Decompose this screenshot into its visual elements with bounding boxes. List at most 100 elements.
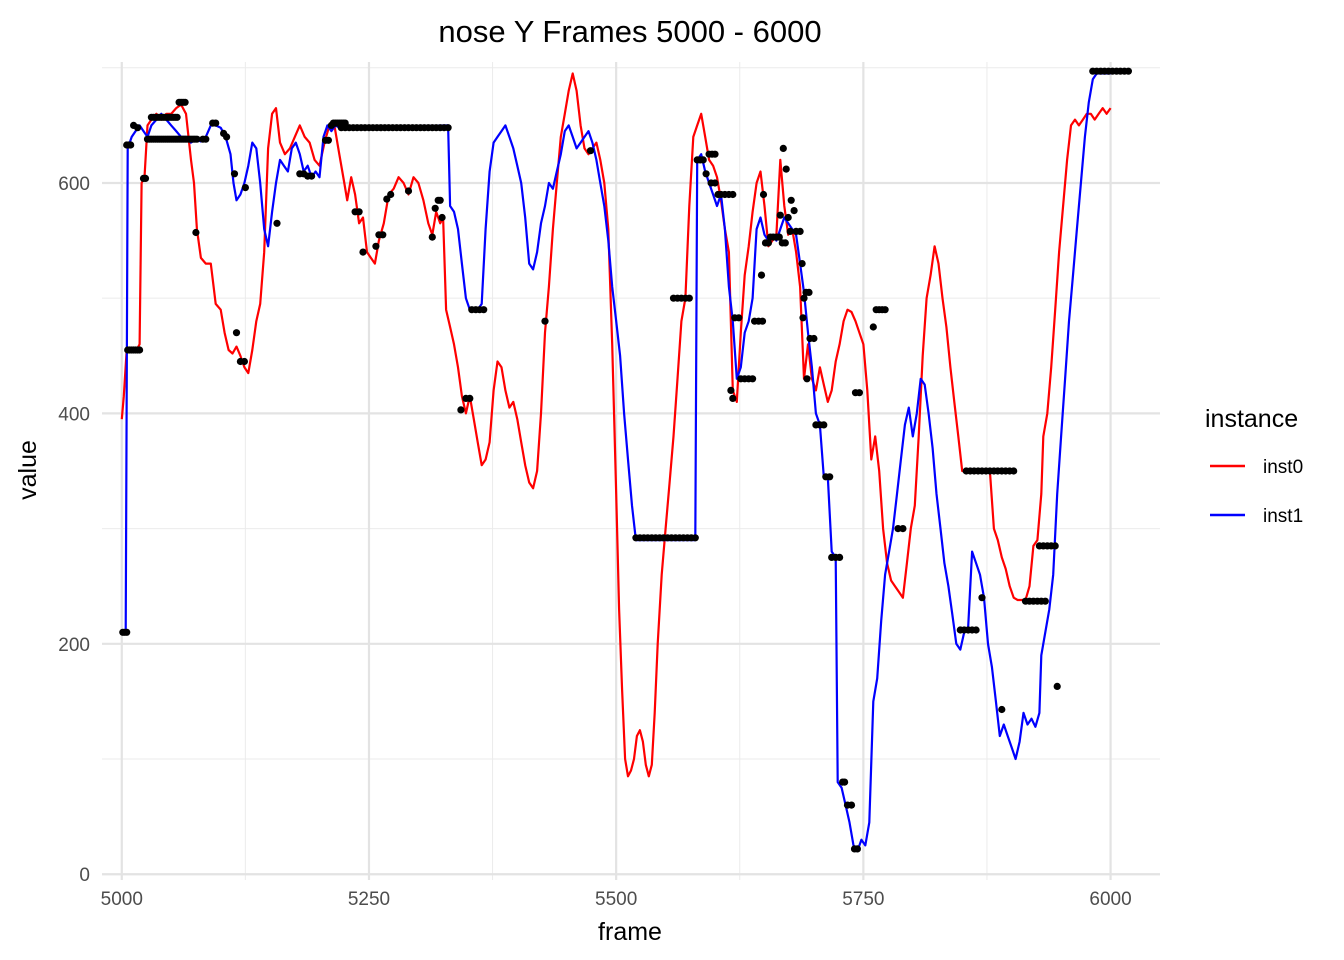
marker-point: [836, 553, 844, 562]
legend: instance inst0 inst1: [1205, 405, 1303, 527]
y-tick-label: 600: [58, 174, 90, 195]
marker-point: [759, 190, 768, 199]
marker-point: [586, 147, 595, 155]
marker-point: [232, 329, 241, 337]
marker-point: [758, 317, 767, 325]
x-tick-label: 5500: [595, 889, 637, 910]
marker-point: [764, 239, 773, 247]
marker-point: [779, 144, 787, 152]
marker-point: [798, 260, 806, 268]
marker-point: [372, 242, 380, 250]
marker-point: [223, 133, 231, 141]
marker-point: [240, 357, 248, 366]
marker-point: [428, 233, 436, 241]
marker-point: [853, 845, 862, 853]
marker-point: [127, 141, 135, 149]
marker-point: [1010, 467, 1018, 475]
marker-points: [119, 67, 1132, 853]
y-tick-label: 400: [58, 404, 90, 425]
marker-point: [735, 314, 743, 322]
marker-point: [781, 239, 789, 247]
marker-point: [727, 386, 735, 394]
marker-point: [141, 174, 150, 182]
marker-point: [790, 207, 798, 215]
marker-point: [800, 294, 808, 302]
marker-point: [438, 213, 446, 222]
marker-point: [134, 124, 142, 132]
marker-point: [173, 113, 181, 121]
marker-point: [749, 375, 757, 383]
marker-point: [241, 184, 249, 192]
marker-point: [776, 211, 784, 219]
marker-point: [123, 628, 131, 636]
marker-point: [379, 231, 387, 239]
x-tick-label: 6000: [1089, 889, 1131, 910]
marker-point: [324, 136, 332, 144]
marker-point: [775, 233, 783, 241]
x-axis-ticks: 5000 5250 5500 5750 6000: [101, 889, 1132, 910]
marker-point: [436, 196, 444, 204]
marker-point: [786, 227, 794, 235]
legend-label-inst1: inst1: [1263, 506, 1303, 527]
marker-point: [841, 778, 849, 786]
marker-point: [803, 375, 811, 383]
marker-point: [796, 227, 804, 235]
marker-point: [810, 334, 818, 343]
marker-point: [685, 294, 693, 302]
marker-point: [711, 150, 719, 158]
marker-point: [855, 389, 864, 397]
grid-lines: [102, 62, 1160, 880]
marker-point: [847, 801, 856, 809]
marker-point: [457, 406, 465, 414]
marker-point: [972, 626, 980, 634]
marker-point: [444, 124, 452, 132]
marker-point: [359, 248, 367, 256]
marker-point: [805, 288, 813, 296]
marker-point: [1041, 597, 1049, 605]
marker-point: [404, 187, 413, 195]
marker-point: [899, 525, 907, 533]
marker-point: [787, 196, 795, 204]
marker-point: [881, 306, 889, 314]
marker-point: [212, 119, 220, 127]
marker-point: [1053, 682, 1061, 691]
marker-point: [136, 346, 144, 354]
legend-label-inst0: inst0: [1263, 457, 1303, 478]
marker-point: [782, 165, 790, 173]
y-axis-ticks: 0 200 400 600: [58, 174, 90, 886]
marker-point: [1051, 542, 1059, 550]
marker-point: [729, 394, 737, 402]
marker-point: [308, 172, 316, 180]
marker-point: [826, 473, 834, 481]
marker-point: [784, 213, 792, 222]
marker-point: [202, 135, 210, 143]
marker-point: [799, 314, 807, 322]
x-tick-label: 5750: [842, 889, 884, 910]
y-tick-label: 0: [79, 865, 90, 886]
marker-point: [192, 228, 200, 237]
marker-point: [181, 98, 189, 106]
x-tick-label: 5000: [101, 889, 143, 910]
marker-point: [978, 594, 986, 602]
marker-point: [691, 534, 699, 542]
series-line-inst0: [120, 72, 1112, 778]
marker-point: [466, 394, 474, 402]
marker-point: [699, 156, 707, 164]
marker-point: [431, 204, 439, 212]
x-axis-title: frame: [598, 918, 662, 946]
x-tick-label: 5250: [348, 889, 390, 910]
marker-point: [480, 306, 488, 314]
marker-point: [273, 219, 281, 227]
marker-point: [711, 179, 719, 187]
marker-point: [998, 705, 1006, 714]
marker-point: [869, 323, 877, 331]
marker-point: [193, 135, 201, 143]
y-axis-title: value: [14, 440, 42, 500]
marker-point: [230, 170, 239, 178]
legend-title: instance: [1205, 405, 1298, 433]
marker-point: [541, 317, 549, 325]
marker-point: [387, 190, 395, 199]
marker-point: [729, 190, 737, 199]
marker-point: [1124, 67, 1132, 75]
